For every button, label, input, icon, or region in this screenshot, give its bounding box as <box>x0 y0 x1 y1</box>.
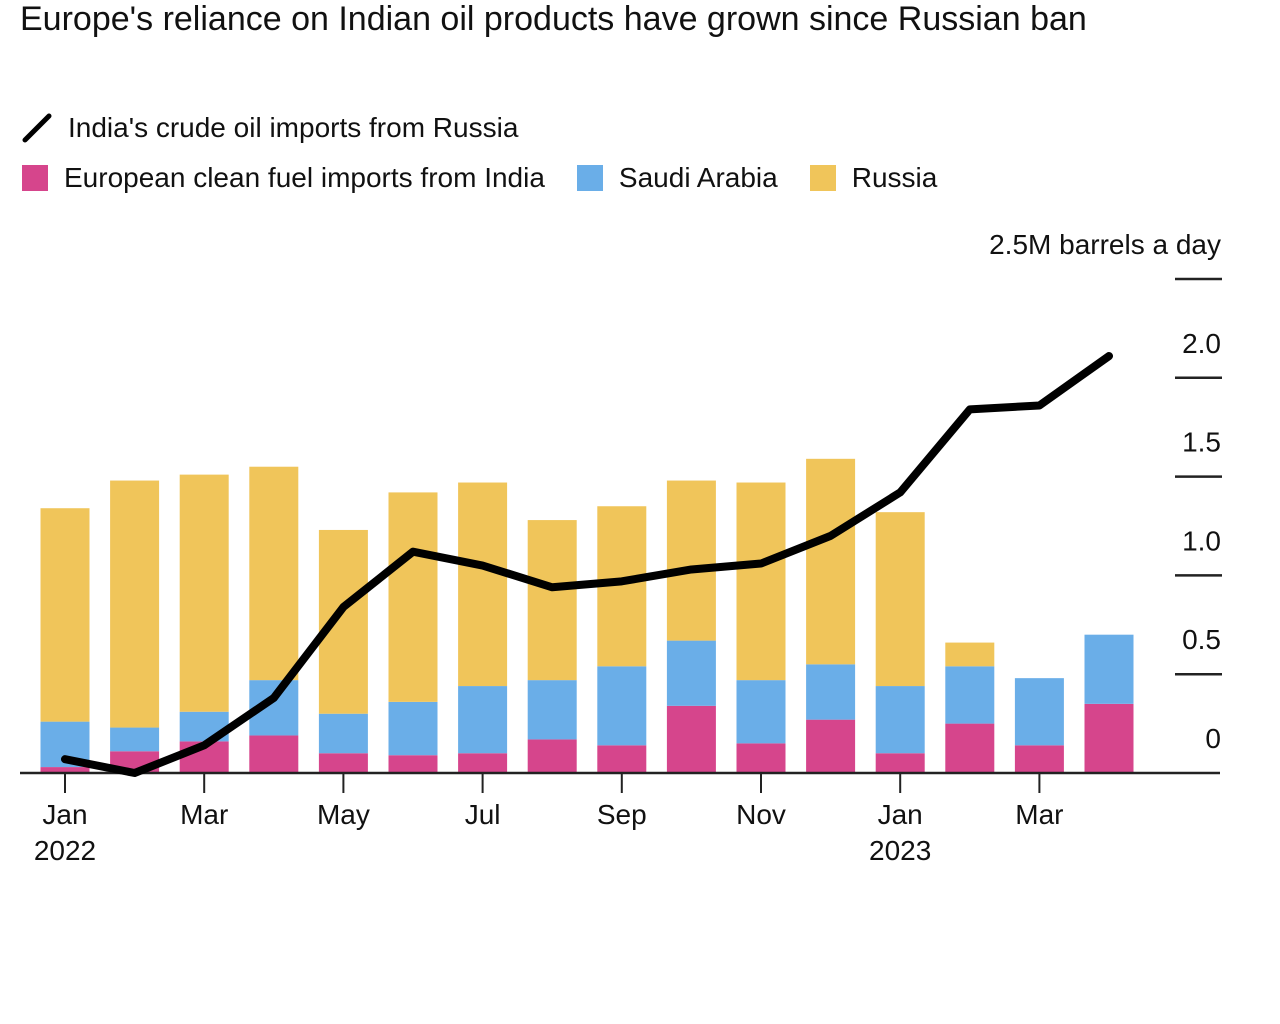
bar <box>736 482 786 681</box>
legend-swatch <box>809 165 836 191</box>
bar <box>458 686 508 754</box>
bar <box>806 458 856 665</box>
bar <box>527 739 577 773</box>
bar <box>666 480 716 641</box>
bar <box>945 723 995 773</box>
bar <box>806 664 856 720</box>
x-tick-label: May <box>316 799 370 830</box>
bar <box>388 755 438 773</box>
x-tick-label: Mar <box>1015 799 1064 830</box>
bar <box>1084 634 1134 704</box>
chart-title: Europe's reliance on Indian oil products… <box>20 0 1087 38</box>
legend-item: European clean fuel imports from India <box>22 162 545 194</box>
bar <box>388 492 438 702</box>
bar <box>597 745 647 773</box>
bar <box>318 713 368 754</box>
bar <box>1084 703 1134 773</box>
x-tick-label: Jan 2023 <box>869 799 932 866</box>
bar <box>318 753 368 773</box>
legend: European clean fuel imports from India Sa… <box>22 162 969 194</box>
bar <box>1014 745 1064 773</box>
bar <box>249 466 299 681</box>
legend-line-icon <box>22 113 52 143</box>
legend-swatch <box>576 165 603 191</box>
bar <box>318 529 368 714</box>
bar <box>945 666 995 724</box>
x-tick-label: Mar <box>180 799 229 830</box>
x-tick-label: Nov <box>736 799 786 830</box>
bar <box>110 480 160 728</box>
bar <box>736 743 786 773</box>
bar <box>527 520 577 681</box>
y-tick-label: 0 <box>1205 723 1221 754</box>
bar <box>249 735 299 773</box>
bar <box>736 680 786 744</box>
x-tick-label: Jul <box>464 799 501 830</box>
bar <box>666 705 716 773</box>
legend-swatch <box>22 165 48 191</box>
legend-label: European clean fuel imports from India <box>64 162 545 193</box>
bar <box>597 666 647 746</box>
bar <box>875 512 925 687</box>
bar <box>388 701 438 756</box>
y-tick-label: 0.5 <box>1182 624 1221 655</box>
bar <box>666 640 716 706</box>
legend-label: Saudi Arabia <box>618 162 778 193</box>
bar <box>1014 678 1064 746</box>
line <box>61 352 1113 777</box>
bar <box>110 727 160 752</box>
legend-label: Russia <box>851 162 938 193</box>
bar <box>458 482 508 687</box>
x-tick-label: Sep <box>596 799 647 830</box>
bar <box>806 719 856 773</box>
legend-item: Russia <box>809 162 938 194</box>
y-tick-label: 1.5 <box>1182 427 1221 458</box>
bar <box>179 474 229 712</box>
bar <box>875 753 925 773</box>
x-tick-label: Jan 2022 <box>33 799 97 866</box>
y-tick-label: 2.0 <box>1182 328 1221 359</box>
y-tick-label: 2.5M barrels a day <box>989 229 1221 260</box>
legend: India's crude oil imports from Russia <box>22 112 550 144</box>
legend-item: Saudi Arabia <box>576 162 778 194</box>
bar <box>527 680 577 740</box>
bar <box>875 686 925 754</box>
legend-label: India's crude oil imports from Russia <box>68 112 519 143</box>
bar <box>40 767 90 773</box>
y-tick-label: 1.0 <box>1182 525 1221 556</box>
bar <box>945 642 995 667</box>
legend-item: India's crude oil imports from Russia <box>22 112 518 144</box>
bar <box>458 753 508 773</box>
bar <box>40 508 90 722</box>
legend-line <box>22 113 52 143</box>
